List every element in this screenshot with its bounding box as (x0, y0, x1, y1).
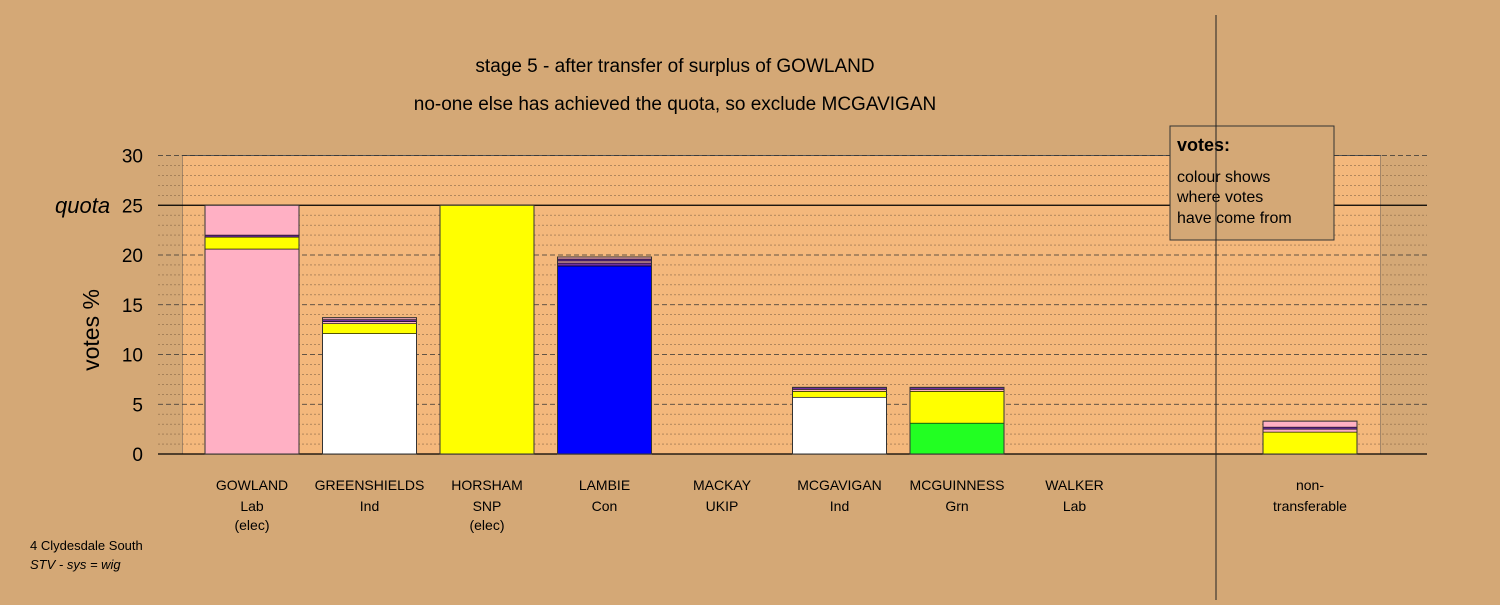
y-tick-label: 15 (122, 296, 143, 317)
bar-outline (322, 317, 417, 455)
candidate-party: Lab (1063, 498, 1087, 514)
candidate-party: Con (592, 498, 618, 514)
bar-segment (792, 396, 887, 455)
chart-title: stage 5 - after transfer of surplus of G… (475, 56, 874, 77)
bar-mcgavigan (792, 386, 887, 455)
bar-lambie (557, 256, 652, 455)
bar-segment (557, 262, 652, 267)
legend-line-1: colour shows (1177, 169, 1270, 186)
candidate-party: Lab (240, 498, 264, 514)
y-axis: 0 5 10 15 20 25 30 (122, 147, 143, 467)
bar-outline (792, 386, 887, 455)
bar-segment (909, 391, 1005, 424)
legend: votes: colour shows where votes have com… (1169, 125, 1335, 241)
candidate-status: (elec) (234, 517, 269, 533)
bar-segment (322, 323, 417, 334)
footer-system: STV - sys = wig (30, 557, 121, 572)
bar-segment (439, 204, 535, 455)
bar-segment (792, 391, 887, 398)
bar-segment (204, 204, 300, 236)
legend-title: votes: (1177, 135, 1230, 155)
legend-line-2: where votes (1176, 189, 1263, 206)
y-tick-label: 0 (132, 445, 143, 466)
candidate-name: MACKAY (693, 477, 752, 493)
y-tick-label: 30 (122, 147, 143, 168)
bar-horsham (439, 204, 535, 455)
bar-segment (204, 248, 300, 455)
bar-segment (204, 236, 300, 250)
candidate-name: GOWLAND (216, 477, 288, 493)
bar-segment (322, 333, 417, 455)
bar-mcguinness (909, 386, 1005, 455)
quota-label: quota (55, 193, 110, 218)
bar-segment (1262, 420, 1358, 428)
bar-outline (557, 256, 652, 455)
candidate-name: LAMBIE (579, 477, 630, 493)
candidate-status: (elec) (469, 517, 504, 533)
bar-outline (204, 204, 300, 455)
candidate-party: Ind (830, 498, 849, 514)
legend-box (1169, 125, 1335, 241)
bar-nontransferable (1262, 420, 1358, 455)
bar-segment (557, 265, 652, 455)
candidate-name: GREENSHIELDS (315, 477, 425, 493)
candidate-name: HORSHAM (451, 477, 523, 493)
candidate-name: MCGUINNESS (910, 477, 1005, 493)
candidate-party: Ind (360, 498, 379, 514)
y-tick-label: 10 (122, 346, 143, 367)
bar-outline (439, 204, 535, 455)
bar-segment (1262, 428, 1358, 433)
candidate-name: WALKER (1045, 477, 1104, 493)
y-tick-label: 25 (122, 196, 143, 217)
candidate-party: SNP (473, 498, 502, 514)
x-axis-labels: GOWLAND Lab (elec) GREENSHIELDS Ind HORSHAM SN… (216, 477, 1347, 533)
bars (204, 204, 1358, 455)
bar-gowland (204, 204, 300, 455)
plot-margin-right (1381, 155, 1427, 454)
candidate-name: MCGAVIGAN (797, 477, 882, 493)
bar-outline (1262, 420, 1358, 455)
bar-segment (909, 422, 1005, 455)
nontransferable-label-2: transferable (1273, 498, 1347, 514)
chart-subtitle: no-one else has achieved the quota, so e… (414, 94, 936, 115)
candidate-party: Grn (945, 498, 968, 514)
nontransferable-label-1: non- (1296, 477, 1324, 493)
y-axis-label: votes % (78, 289, 104, 371)
y-tick-label: 5 (132, 395, 143, 416)
bar-outline (909, 386, 1005, 455)
legend-line-3: have come from (1177, 210, 1292, 227)
bar-greenshields (322, 317, 417, 455)
candidate-party: UKIP (706, 498, 739, 514)
footer-ward: 4 Clydesdale South (30, 538, 143, 553)
bar-segment (1262, 431, 1358, 455)
y-tick-label: 20 (122, 246, 143, 267)
